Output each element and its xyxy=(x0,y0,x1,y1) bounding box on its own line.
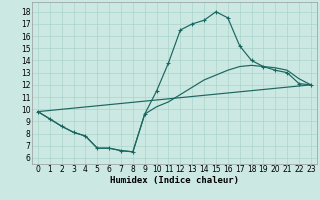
X-axis label: Humidex (Indice chaleur): Humidex (Indice chaleur) xyxy=(110,176,239,185)
